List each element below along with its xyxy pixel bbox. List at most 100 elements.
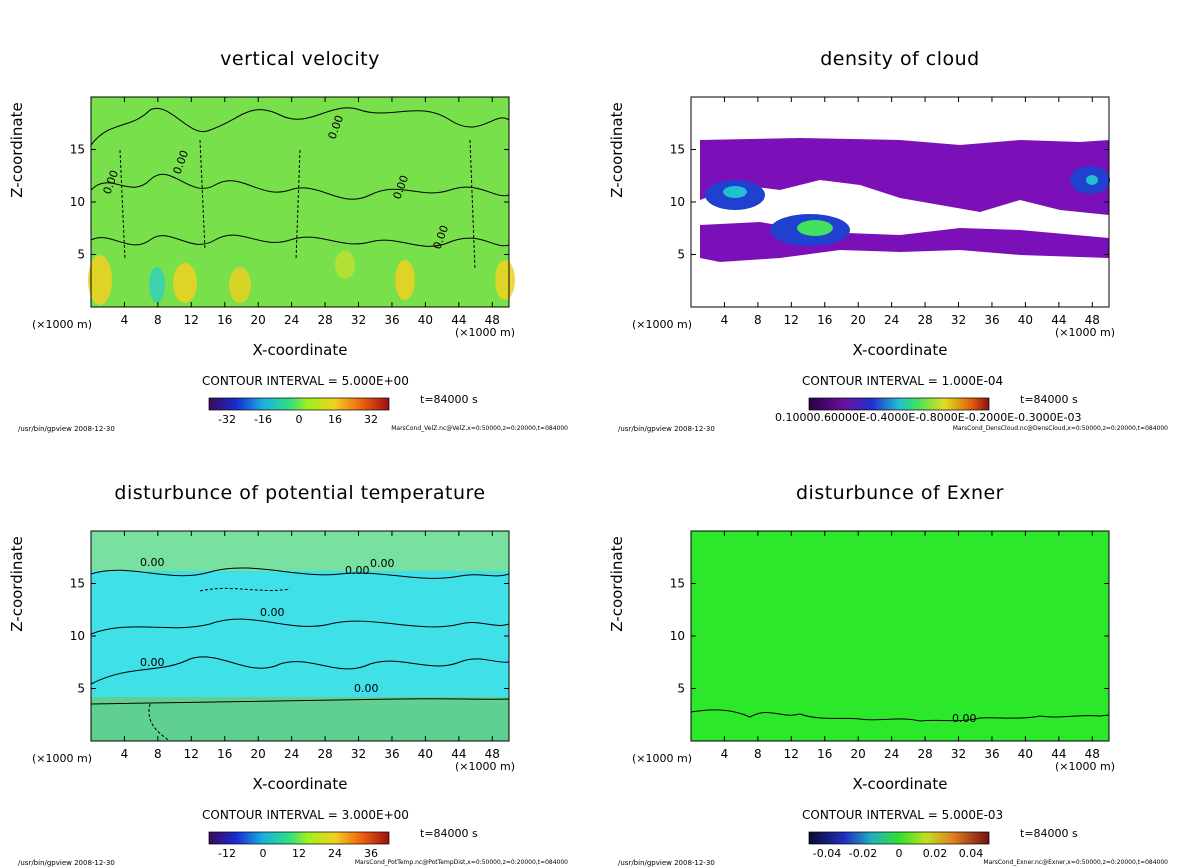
contour-line — [90, 567, 510, 579]
contour-line — [90, 173, 510, 200]
y-ticks: 5 10 15 — [670, 577, 1109, 696]
colorbar-tick-label: 24 — [328, 847, 342, 860]
colorbar-tick-label: 0.04 — [959, 847, 984, 860]
contour-line — [148, 703, 171, 742]
y-tick-label: 15 — [670, 143, 685, 157]
cloud-region — [700, 138, 1109, 215]
x-tick-label: 44 — [451, 747, 466, 761]
x-ticks: 4 8 12 16 20 24 28 32 36 40 44 48 — [121, 531, 500, 761]
x-tick-label: 40 — [1018, 747, 1033, 761]
x-axis-label: X-coordinate — [852, 341, 948, 359]
contour-label: 0.00 — [140, 656, 165, 669]
updraft-core — [335, 251, 355, 279]
updraft-core — [229, 267, 251, 303]
x-tick-label: 12 — [184, 313, 199, 327]
colorbar-gradient — [208, 831, 390, 845]
x-tick-label: 36 — [384, 747, 399, 761]
colorbar-gradient — [808, 397, 990, 411]
updraft-core — [173, 263, 197, 303]
y-tick-label: 15 — [670, 577, 685, 591]
footer-right: MarsCond_PotTemp.nc@PotTempDist,x=0:5000… — [354, 859, 568, 866]
cloud-core — [723, 186, 747, 198]
x-tick-label: 8 — [154, 747, 162, 761]
x-tick-label: 16 — [817, 747, 832, 761]
footer-left: /usr/bin/gpview 2008-12-30 — [18, 425, 115, 433]
x-ticks: 4 8 12 16 20 24 28 32 36 40 44 48 — [721, 531, 1100, 761]
x-tick-label: 20 — [851, 747, 866, 761]
time-label: t=84000 s — [420, 393, 478, 406]
y-tick-label: 10 — [670, 195, 685, 209]
chart-title: disturbunce of Exner — [795, 482, 1004, 504]
y-tick-label: 10 — [70, 195, 85, 209]
x-tick-label: 12 — [784, 313, 799, 327]
contour-label: 0.00 — [260, 606, 285, 619]
colorbar-tick-label: 16 — [328, 413, 342, 426]
x-ticks: 4 8 12 16 20 24 28 32 36 40 44 48 — [121, 97, 500, 327]
colorbar-tick-label: 0.02 — [923, 847, 948, 860]
x-tick-label: 20 — [251, 313, 266, 327]
cloud-core — [1086, 175, 1098, 185]
colorbar-tick-labels: 0.10000.60000E-0.4000E-0.8000E-0.2000E-0… — [775, 411, 1082, 424]
updraft-core — [395, 260, 415, 300]
updraft-core — [495, 260, 515, 300]
colorbar-tick-label: 12 — [292, 847, 306, 860]
x-ticks: 4 8 12 16 20 24 28 32 36 40 44 48 — [721, 97, 1100, 327]
x-tick-label: 28 — [317, 313, 332, 327]
contour-line — [690, 709, 1110, 722]
colorbar: -0.04 -0.02 0 0.02 0.04 — [808, 831, 990, 860]
x-tick-label: 20 — [851, 313, 866, 327]
x-tick-label: 36 — [984, 313, 999, 327]
colorbar-tick-label: 0 — [296, 413, 303, 426]
footer-right: MarsCond_VelZ.nc@VelZ,x=0:50000,z=0:2000… — [391, 425, 568, 432]
colorbar-tick-label: 32 — [364, 413, 378, 426]
x-tick-label: 48 — [1085, 747, 1100, 761]
x-tick-label: 12 — [784, 747, 799, 761]
x-unit-label: (×1000 m) — [32, 752, 93, 765]
x-tick-label: 32 — [351, 747, 366, 761]
y-axis-label: Z-coordinate — [608, 536, 626, 632]
colorbar-ticks: -32 -16 0 16 32 — [218, 413, 378, 426]
y-tick-label: 5 — [77, 248, 85, 262]
contour-line — [119, 139, 476, 271]
x-tick-label: 40 — [418, 747, 433, 761]
colorbar-gradient — [808, 831, 990, 845]
y-tick-label: 5 — [77, 682, 85, 696]
chart-title: density of cloud — [820, 48, 980, 70]
x-unit-label: (×1000 m) — [1055, 760, 1116, 773]
contour-label: 0.00 — [354, 682, 379, 695]
colorbar-tick-label: -0.04 — [813, 847, 841, 860]
x-tick-label: 24 — [284, 313, 299, 327]
colorbar-tick-label: -0.02 — [849, 847, 877, 860]
x-tick-label: 44 — [1051, 747, 1066, 761]
contour-label: 0.00 — [140, 556, 165, 569]
x-unit-label: (×1000 m) — [455, 326, 516, 339]
x-tick-label: 20 — [251, 747, 266, 761]
contour-label: 0.00 — [370, 557, 395, 570]
y-tick-label: 10 — [70, 629, 85, 643]
x-tick-label: 24 — [884, 747, 899, 761]
x-tick-label: 8 — [154, 313, 162, 327]
colorbar-tick-label: 0 — [896, 847, 903, 860]
time-label: t=84000 s — [420, 827, 478, 840]
x-tick-label: 28 — [317, 747, 332, 761]
updraft-core — [88, 255, 112, 305]
field-layer — [88, 97, 515, 307]
x-tick-label: 4 — [721, 313, 729, 327]
y-ticks: 5 10 15 — [70, 143, 509, 262]
downdraft-core — [149, 267, 165, 303]
contour-interval: CONTOUR INTERVAL = 1.000E-04 — [802, 374, 1004, 388]
contour-label: 0.00 — [345, 564, 370, 577]
x-axis-label: X-coordinate — [852, 775, 948, 793]
contour-interval: CONTOUR INTERVAL = 5.000E+00 — [202, 374, 409, 388]
colorbar: 0.10000.60000E-0.4000E-0.8000E-0.2000E-0… — [775, 397, 1082, 424]
x-axis-label: X-coordinate — [252, 775, 348, 793]
y-tick-label: 15 — [70, 143, 85, 157]
x-tick-label: 24 — [284, 747, 299, 761]
y-tick-label: 10 — [670, 629, 685, 643]
cloud-core — [797, 220, 833, 236]
x-tick-label: 48 — [485, 313, 500, 327]
y-axis-label: Z-coordinate — [608, 102, 626, 198]
x-tick-label: 4 — [721, 747, 729, 761]
